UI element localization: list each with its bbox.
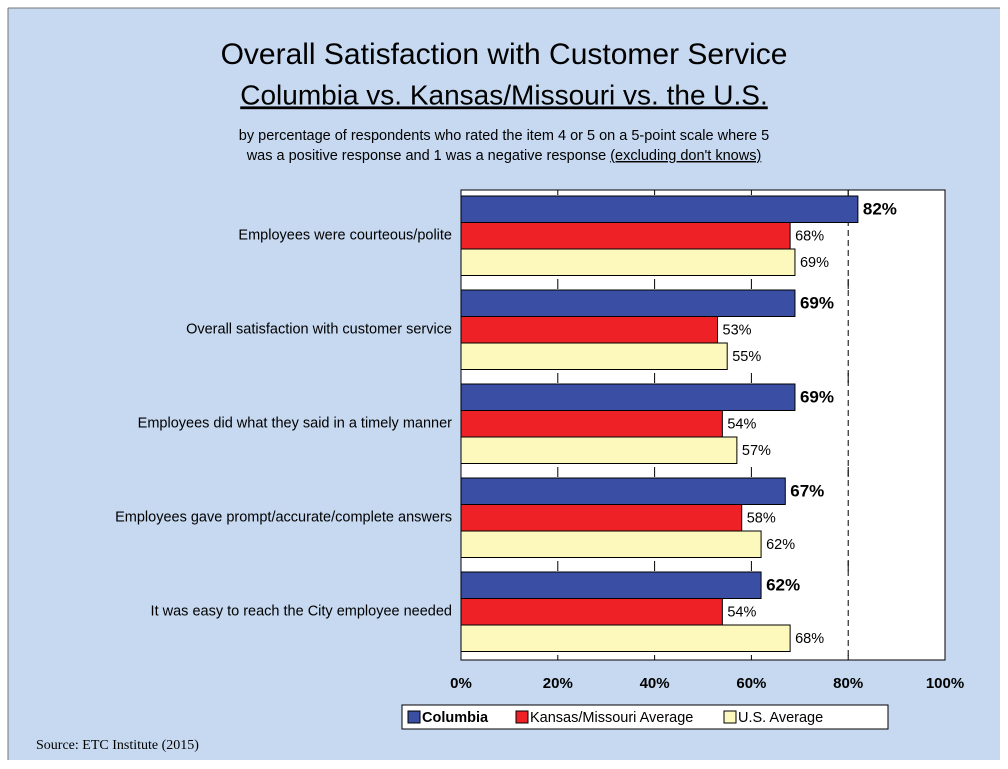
x-tick-label: 80% [833,675,863,692]
subtitle: was a positive response and 1 was a nega… [246,148,762,164]
data-label: 69% [800,294,834,313]
data-label: 55% [732,349,761,365]
legend-swatch [407,710,421,724]
chart-title: Columbia vs. Kansas/Missouri vs. the U.S… [240,79,768,110]
legend-label: Columbia [422,710,489,726]
data-label: 68% [795,631,824,647]
bar [460,316,719,344]
x-tick-label: 40% [640,675,670,692]
data-label: 69% [800,255,829,271]
data-label: 57% [742,443,771,459]
y-tick-label: Employees were courteous/polite [238,228,452,244]
x-tick-label: 0% [450,675,472,692]
x-tick-label: 100% [926,675,964,692]
legend: Columbia Kansas/Missouri Average U.S. Aver… [401,704,889,730]
bar [460,195,859,223]
legend-swatch [723,710,737,724]
data-label: 67% [790,482,824,501]
subtitle-line: was a positive response and 1 was a nega… [246,148,607,164]
y-tick-label: Employees gave prompt/accurate/complete … [115,510,452,526]
data-label: 62% [766,537,795,553]
subtitle: by percentage of respondents who rated t… [239,128,769,144]
data-label: 58% [747,511,776,527]
y-tick-label: Employees did what they said in a timely… [138,416,452,432]
bar [460,624,791,652]
data-label: 62% [766,576,800,595]
legend-label: Kansas/Missouri Average [530,710,693,726]
data-label: 68% [795,229,824,245]
y-tick-label: Overall satisfaction with customer servi… [186,322,452,338]
bar [460,477,786,505]
y-tick-label: It was easy to reach the City employee n… [151,604,452,620]
source: Source: ETC Institute (2015) [36,738,199,753]
bar [460,436,738,464]
x-tick-label: 20% [543,675,573,692]
bar [460,289,796,317]
data-label: 82% [863,200,897,219]
legend-label: U.S. Average [738,710,823,726]
legend-swatch [515,710,529,724]
bar [460,342,728,370]
bar [460,504,743,532]
x-tick-label: 60% [736,675,766,692]
data-label: 69% [800,388,834,407]
bar [460,530,762,558]
bar [460,598,723,626]
legend-box [401,704,889,730]
bar [460,222,791,250]
data-label: 54% [727,417,756,433]
data-label: 53% [723,323,752,339]
data-label: 54% [727,605,756,621]
bar [460,410,723,438]
bar [460,248,796,276]
bar [460,383,796,411]
bar [460,571,762,599]
subtitle-note: (excluding don't knows) [610,148,761,164]
chart-title: Overall Satisfaction with Customer Servi… [221,38,788,71]
